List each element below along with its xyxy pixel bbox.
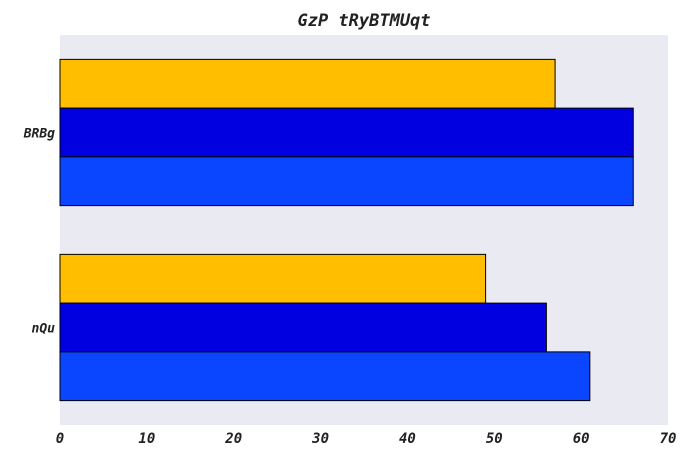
- bar-BRBg-s1: [59, 58, 556, 109]
- category-label-BRBg: BRBg: [23, 127, 55, 142]
- bar-BRBg-s2: [59, 107, 634, 158]
- x-tick-10: 10: [138, 431, 155, 447]
- bar-nQu-s3: [59, 351, 591, 402]
- x-tick-0: 0: [56, 431, 64, 447]
- bar-nQu-s2: [59, 302, 547, 353]
- bar-nQu-s1: [59, 253, 487, 304]
- x-tick-40: 40: [399, 431, 416, 447]
- category-labels: BRBg nQu: [23, 127, 55, 337]
- x-tick-50: 50: [486, 431, 503, 447]
- category-label-nQu: nQu: [32, 322, 56, 337]
- bar-BRBg-s3: [59, 156, 634, 207]
- x-tick-labels: 0 10 20 30 40 50 60 70: [56, 431, 677, 447]
- x-tick-30: 30: [311, 431, 329, 447]
- x-tick-20: 20: [224, 431, 242, 447]
- chart-title: GzP tRyBTMUqt: [297, 11, 430, 31]
- x-tick-60: 60: [573, 431, 590, 447]
- bars-group: [59, 58, 634, 402]
- x-tick-70: 70: [660, 431, 677, 447]
